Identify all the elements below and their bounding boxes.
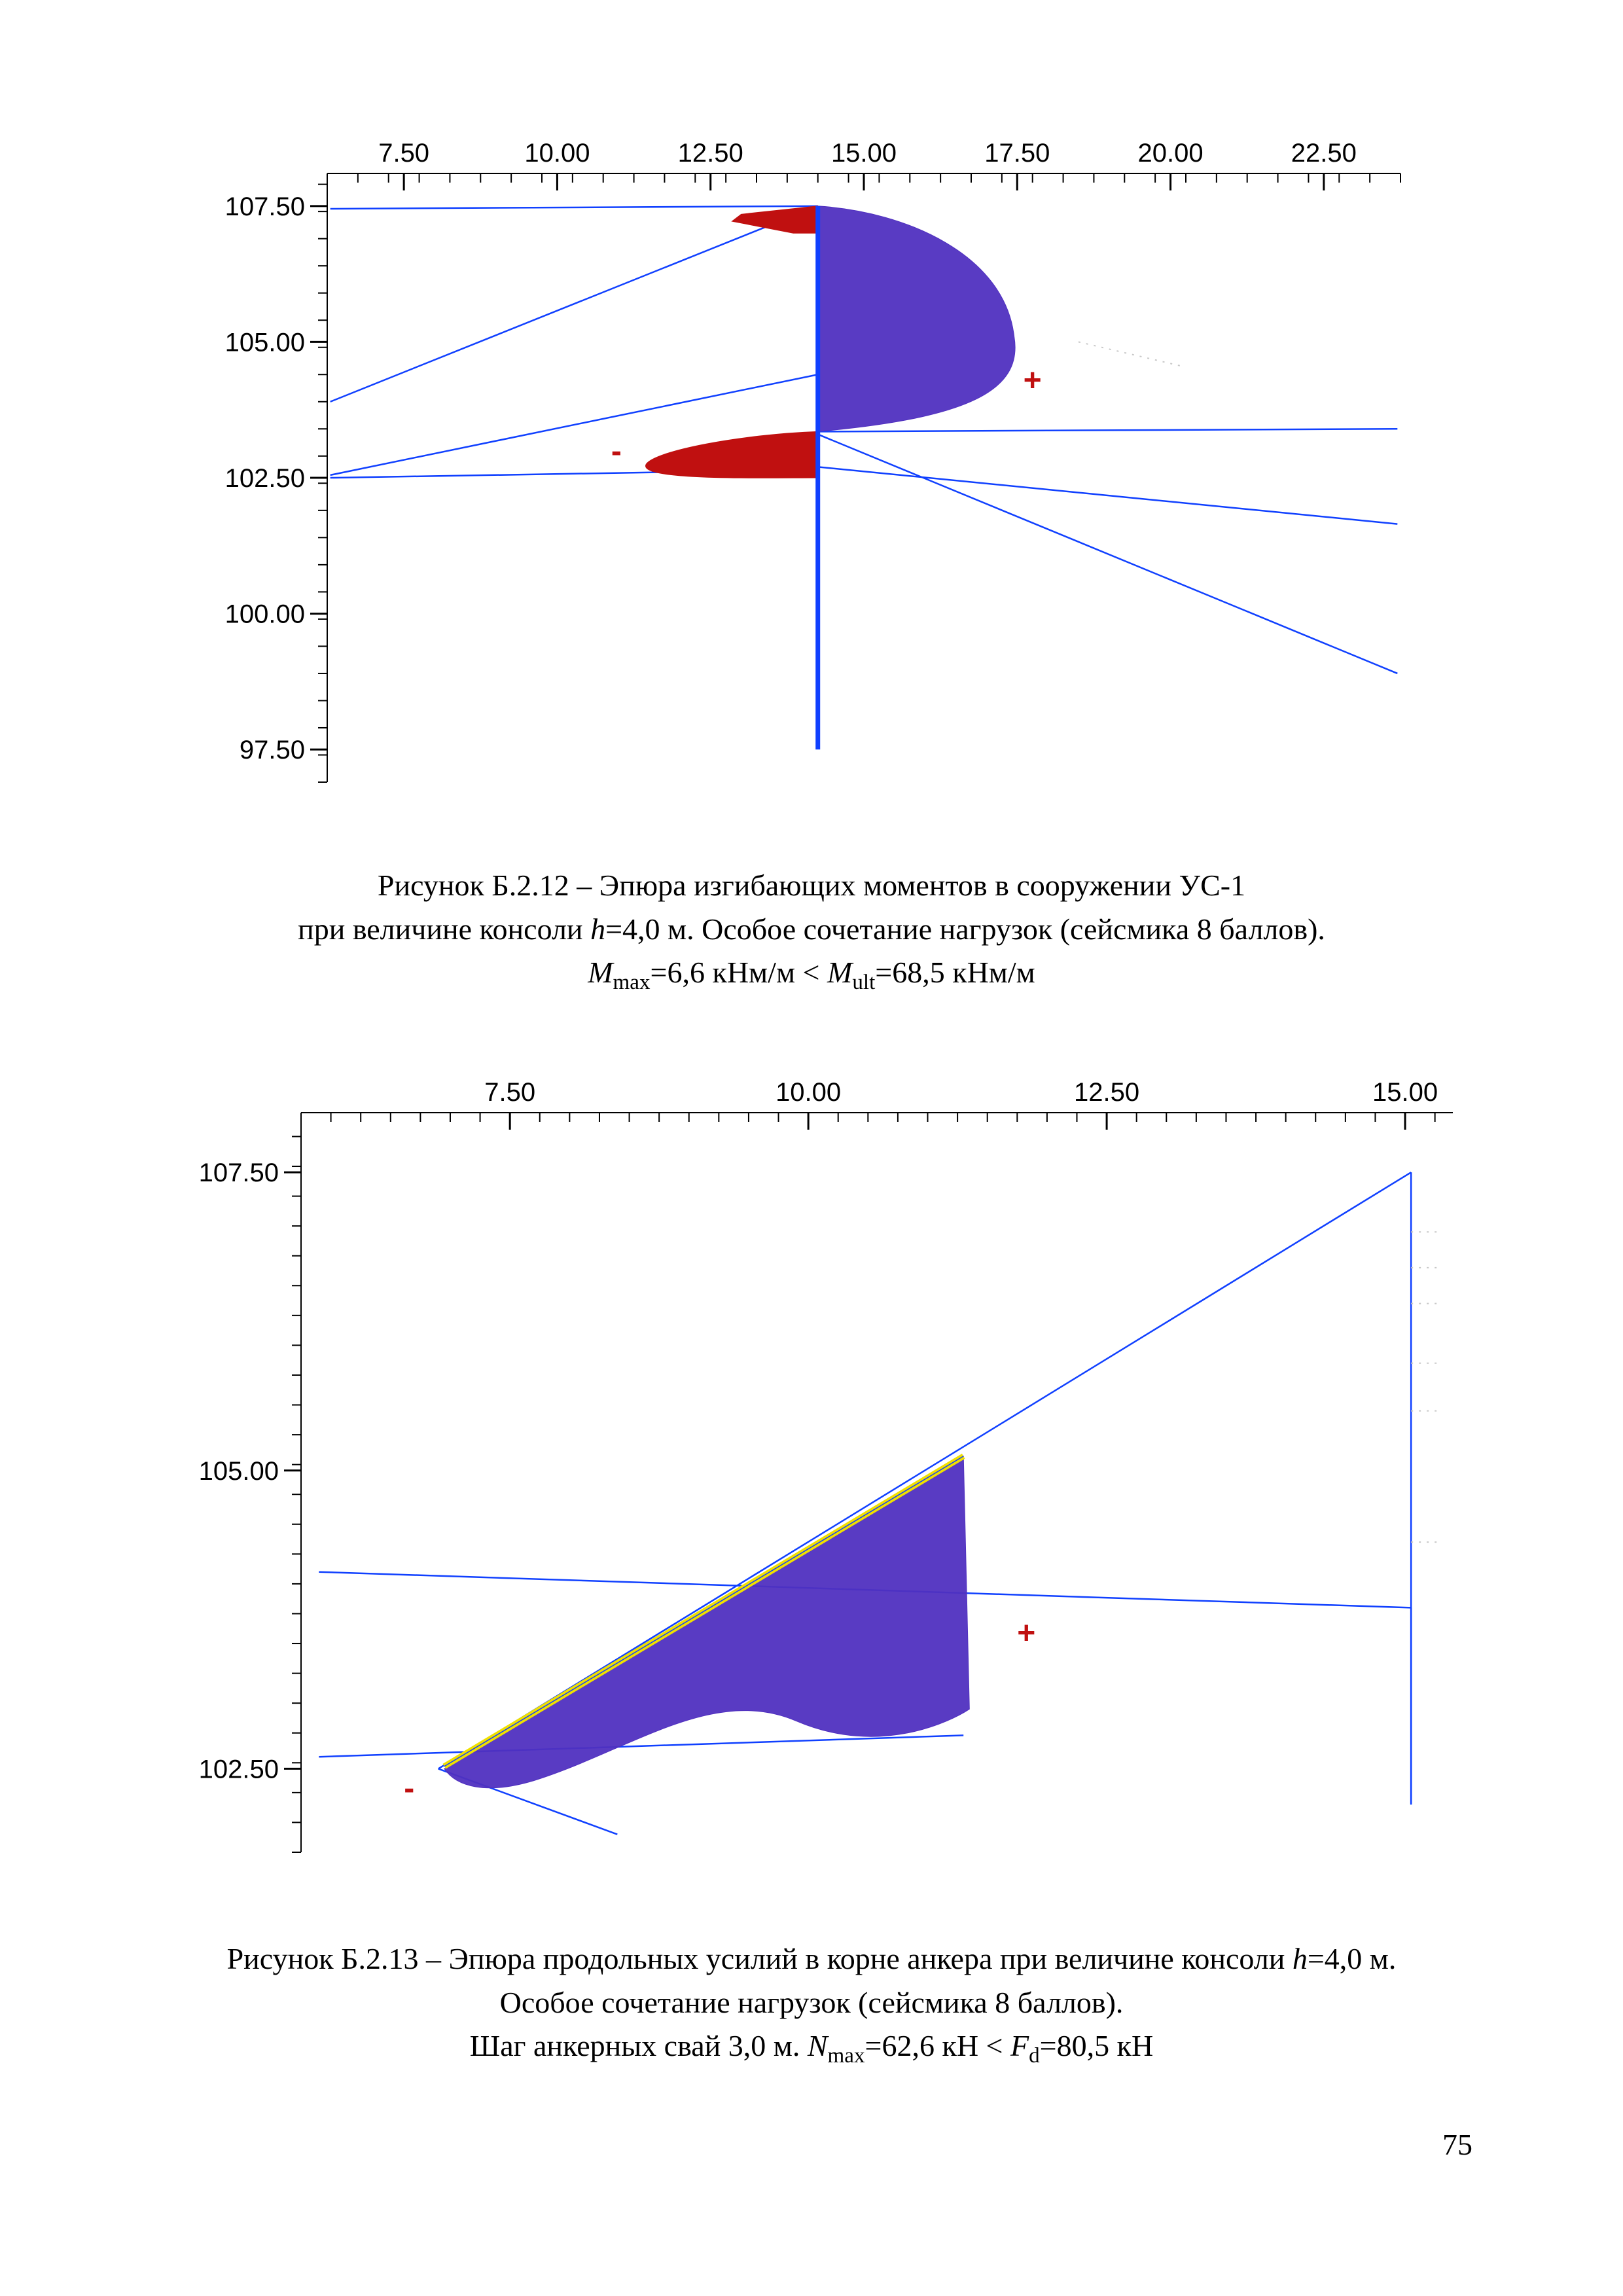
positive-moment-fill [818, 206, 1015, 432]
y-axis-label: 105.00 [199, 1457, 279, 1486]
negative-moment-fill [646, 431, 818, 478]
figure-b-2-12-caption: Рисунок Б.2.12 – Эпюра изгибающих момент… [0, 864, 1623, 999]
structural-line [330, 206, 818, 402]
structural-line [818, 429, 1398, 431]
dotted-line [1079, 342, 1183, 366]
y-axis-label: 102.50 [225, 464, 305, 493]
plus-marker: + [1017, 1616, 1035, 1651]
x-axis-label: 15.00 [1372, 1078, 1438, 1107]
y-axis-label: 107.50 [225, 192, 305, 221]
x-axis-label: 12.50 [1074, 1078, 1139, 1107]
x-axis-label: 17.50 [984, 139, 1050, 168]
caption-line: Mmax=6,6 кНм/м < Mult=68,5 кНм/м [0, 951, 1623, 998]
minus-marker: - [404, 1771, 414, 1806]
structural-line [319, 1735, 963, 1757]
caption-line: Рисунок Б.2.12 – Эпюра изгибающих момент… [0, 864, 1623, 908]
structural-line [818, 435, 1398, 673]
x-axis-label: 12.50 [678, 139, 743, 168]
structural-line [330, 206, 818, 209]
y-axis-label: 105.00 [225, 328, 305, 357]
caption-line: при величине консоли h=4,0 м. Особое соч… [0, 908, 1623, 952]
x-axis-label: 20.00 [1138, 139, 1204, 168]
x-axis-label: 22.50 [1291, 139, 1357, 168]
x-axis-label: 10.00 [776, 1078, 841, 1107]
figure-b-2-13-caption: Рисунок Б.2.13 – Эпюра продольных усилий… [0, 1937, 1623, 2072]
caption-line: Рисунок Б.2.13 – Эпюра продольных усилий… [0, 1937, 1623, 1981]
plus-marker: + [1024, 363, 1042, 398]
page-number: 75 [1442, 2127, 1472, 2162]
minus-marker: - [611, 434, 622, 469]
structural-line [818, 467, 1398, 524]
x-axis-label: 15.00 [831, 139, 897, 168]
chart-svg: 7.50 10.00 12.50 15.00 17.50 20.00 22.50 97.50 1… [170, 124, 1453, 825]
y-axis-label: 107.50 [199, 1158, 279, 1187]
page-root: 7.50 10.00 12.50 15.00 17.50 20.00 22.50 97.50 1… [0, 0, 1623, 2296]
x-axis-label: 7.50 [378, 139, 429, 168]
x-axis-label: 7.50 [484, 1078, 535, 1107]
chart-svg: 7.50 10.00 12.50 15.00 102.50 105.00 107.50 + - [144, 1060, 1486, 1905]
figure-b-2-12: 7.50 10.00 12.50 15.00 17.50 20.00 22.50 97.50 1… [170, 124, 1453, 825]
y-axis-label: 102.50 [199, 1755, 279, 1784]
x-axis-label: 10.00 [524, 139, 590, 168]
caption-line: Особое сочетание нагрузок (сейсмика 8 ба… [0, 1981, 1623, 2025]
y-axis-label: 97.50 [240, 736, 305, 764]
figure-b-2-13: 7.50 10.00 12.50 15.00 102.50 105.00 107.50 + - [144, 1060, 1486, 1905]
negative-moment-fill [732, 206, 818, 234]
y-axis-label: 100.00 [225, 600, 305, 629]
caption-line: Шаг анкерных свай 3,0 м. Nmax=62,6 кН < … [0, 2024, 1623, 2072]
